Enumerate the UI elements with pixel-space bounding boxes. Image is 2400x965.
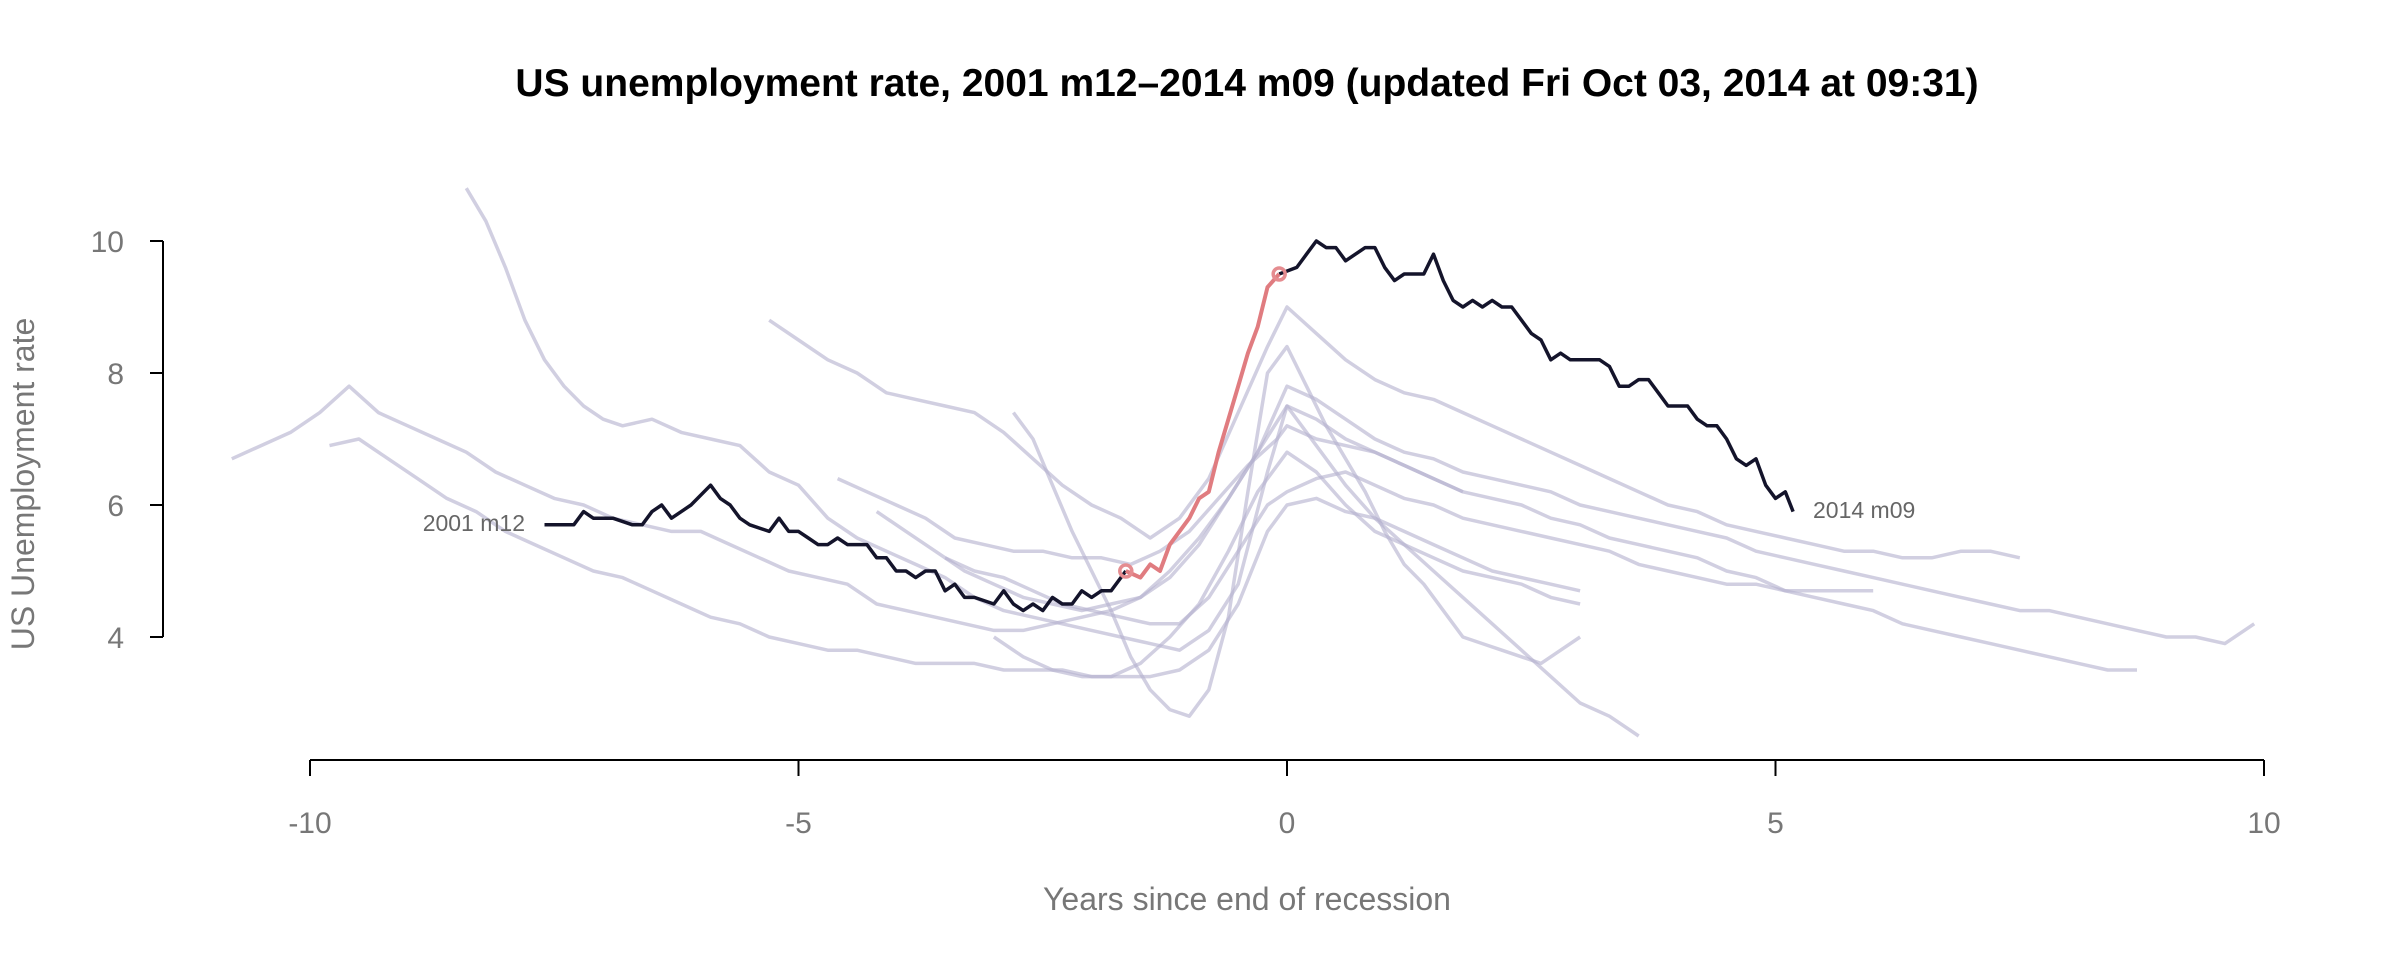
background-series-group [231,187,2256,738]
historical-series-line-5 [836,424,2137,672]
y-tick-label: 6 [107,490,124,523]
historical-series-line-2 [464,187,1640,738]
x-tick-label: -10 [288,807,331,840]
historical-series-line-7 [875,384,2256,646]
axis-ticks-group: 4 6 8 10 -10 -5 0 5 10 [91,226,2281,840]
y-tick-label: 8 [107,358,124,391]
x-tick-label: 5 [1767,807,1784,840]
main-series-pre-recession-line [544,483,1128,613]
y-tick-label: 10 [91,226,124,259]
recession-start-marker [1118,563,1134,579]
y-axis-title: US Unemployment rate [5,318,41,651]
y-tick-label: 4 [107,622,124,655]
start-date-label: 2001 m12 [423,510,525,536]
x-tick-label: -5 [785,807,812,840]
recession-end-marker [1271,266,1287,282]
main-series-group [544,239,1795,613]
chart-title: US unemployment rate, 2001 m12–2014 m09 … [515,62,1978,105]
historical-series-line-9 [992,450,1581,679]
historical-series-line-4 [1011,344,1582,718]
historical-series-line-1 [231,384,1464,633]
historical-series-line-6 [329,437,1581,679]
main-series-post-recession-line [1278,239,1795,513]
historical-series-line-8 [944,470,1874,626]
end-date-label: 2014 m09 [1813,497,1915,523]
recession-period-line [1124,272,1281,580]
x-tick-label: 10 [2247,807,2280,840]
x-tick-label: 0 [1279,807,1296,840]
x-axis-title: Years since end of recession [1043,881,1451,917]
historical-series-line-3 [768,305,2021,560]
